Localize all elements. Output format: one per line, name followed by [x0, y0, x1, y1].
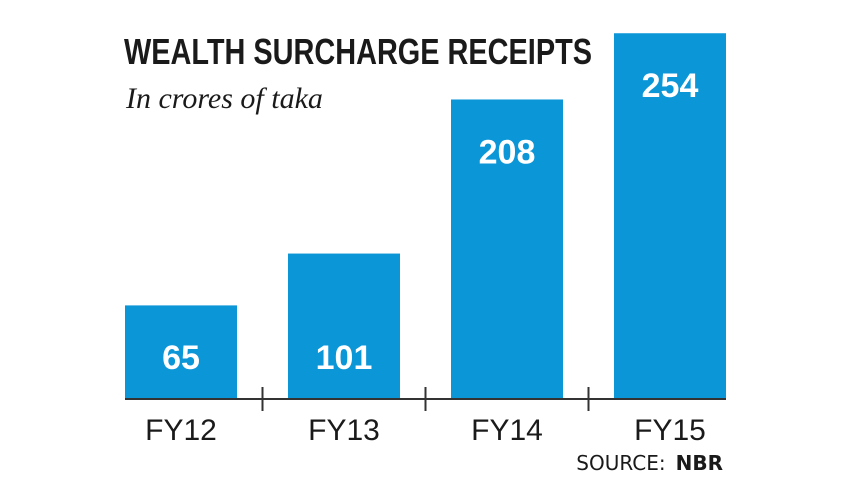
x-tick-labels-group: FY12 FY13 FY14 FY15	[145, 414, 706, 447]
bar-value-label: 101	[316, 339, 373, 377]
bars-group: 65 101 208 254	[125, 33, 726, 400]
chart-subtitle: In crores of taka	[125, 82, 323, 115]
x-tick-label: FY14	[471, 414, 543, 447]
bar-value-label: 208	[479, 133, 536, 171]
source-label: SOURCE:	[576, 451, 665, 475]
bar-fy14	[451, 99, 563, 399]
source-note: SOURCE: NBR	[576, 451, 723, 475]
x-tick-label: FY15	[634, 414, 706, 447]
bar-fy13	[288, 253, 400, 399]
bar-fy12	[125, 305, 237, 399]
bar-fy15	[614, 33, 726, 400]
chart-title: WEALTH SURCHARGE RECEIPTS	[124, 31, 592, 72]
source-name: NBR	[676, 451, 723, 475]
x-ticks-group	[261, 387, 590, 411]
bar-value-label: 65	[162, 339, 200, 377]
x-tick-label: FY13	[308, 414, 380, 447]
x-tick-label: FY12	[145, 414, 217, 447]
bar-value-label: 254	[642, 67, 699, 105]
